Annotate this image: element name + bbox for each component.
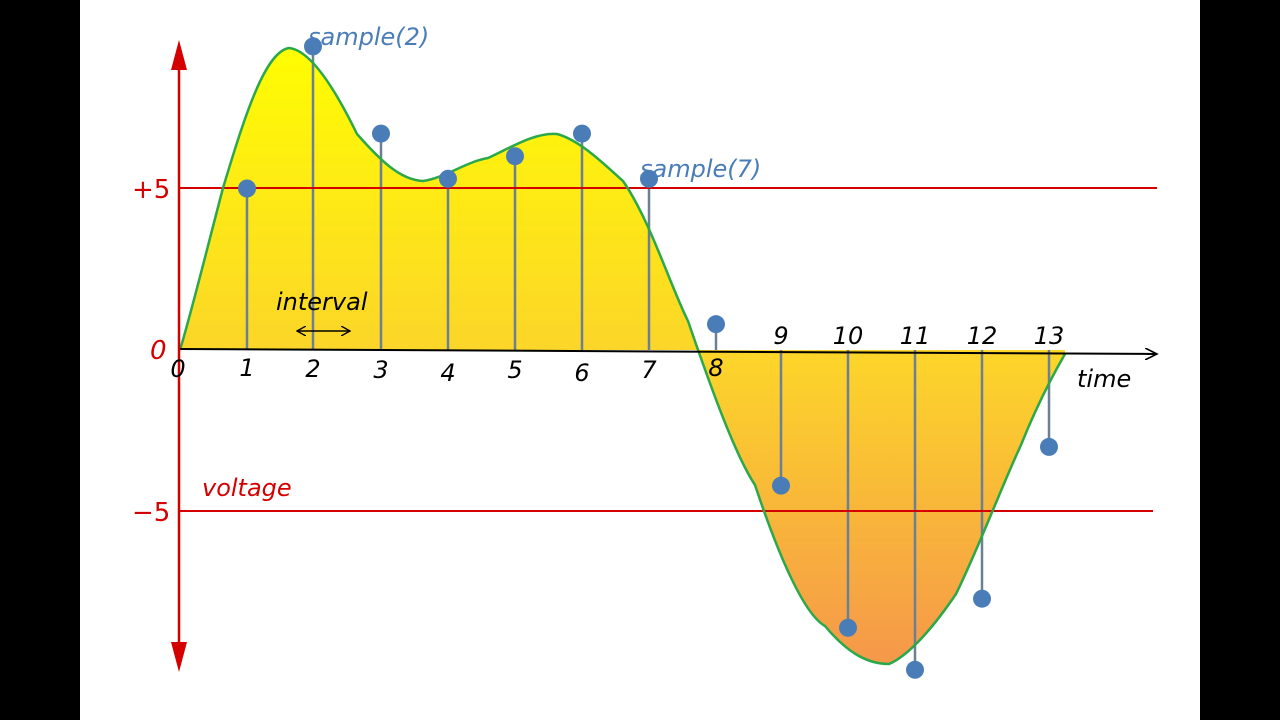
sample-dot-1 <box>238 179 256 198</box>
x-tick-label-1: 1 <box>239 354 254 382</box>
x-tick-label-7: 7 <box>641 356 657 384</box>
time-axis <box>179 349 1157 354</box>
y-label-minus5: −5 <box>132 498 170 528</box>
x-tick-labels-lower: 0 1 2 3 4 5 6 7 8 <box>170 354 723 387</box>
x-tick-label-11: 11 <box>900 322 931 350</box>
sample-dot-7 <box>640 169 658 188</box>
sample7-annotation: sample(7) <box>640 155 761 183</box>
sample-dot-4 <box>439 169 457 188</box>
x-tick-label-12: 12 <box>967 322 998 350</box>
sample2-annotation: sample(2) <box>308 23 429 51</box>
voltage-axis-label: voltage <box>202 474 292 502</box>
x-tick-label-13: 13 <box>1034 322 1065 350</box>
x-tick-label-3: 3 <box>373 356 388 384</box>
sample-dot-13 <box>1040 437 1058 456</box>
sample-dot-9 <box>772 476 790 495</box>
sample-dot-11 <box>906 660 924 679</box>
y-label-plus5: +5 <box>132 175 170 205</box>
y-label-zero: 0 <box>150 336 167 366</box>
sample-dot-12 <box>973 589 991 608</box>
x-tick-label-9: 9 <box>773 322 788 350</box>
x-tick-label-8: 8 <box>708 354 723 382</box>
x-tick-label-2: 2 <box>305 355 320 383</box>
sample-dot-10 <box>839 618 857 637</box>
x-tick-label-10: 10 <box>833 322 864 350</box>
voltage-axis-arrow-up <box>171 40 187 70</box>
sample-dot-5 <box>506 147 524 166</box>
x-tick-label-5: 5 <box>507 356 522 384</box>
x-tick-label-0: 0 <box>170 355 185 383</box>
x-tick-label-4: 4 <box>440 359 455 387</box>
x-tick-label-6: 6 <box>574 359 589 387</box>
interval-annotation: interval <box>276 288 368 316</box>
x-tick-labels-upper: 9 10 11 12 13 <box>773 322 1064 350</box>
sample-dot-2 <box>304 37 322 56</box>
signal-curve <box>178 46 1067 666</box>
sample-dot-3 <box>372 124 390 143</box>
sample-dots <box>238 37 1058 679</box>
sample-dot-8 <box>707 315 725 334</box>
time-axis-label: time <box>1077 365 1131 393</box>
sample-dot-6 <box>573 124 591 143</box>
voltage-axis-arrow-down <box>171 642 187 672</box>
